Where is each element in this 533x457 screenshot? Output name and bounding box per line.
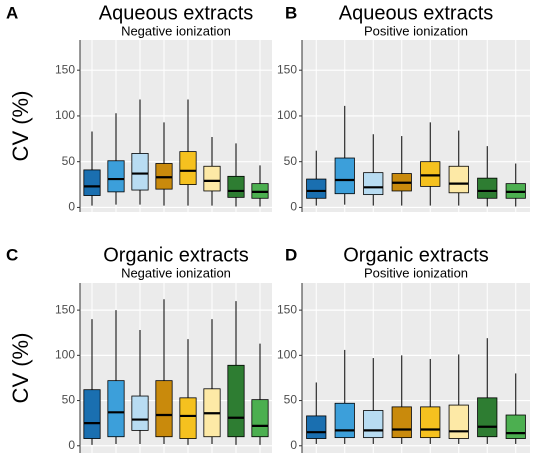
panel-letter: B	[285, 3, 297, 22]
y-tick-label: 100	[55, 348, 75, 362]
box	[477, 177, 498, 199]
y-tick-label: 0	[290, 200, 297, 214]
box	[306, 178, 327, 199]
box	[306, 415, 327, 439]
chart-subtitle: Negative ionization	[121, 265, 231, 280]
y-tick-label: 50	[62, 154, 76, 168]
box	[363, 172, 384, 196]
panel-letter: A	[6, 3, 18, 22]
panel-letter: D	[285, 245, 297, 264]
box	[420, 406, 441, 439]
y-axis-label: CV (%)	[8, 333, 33, 404]
y-tick-label: 0	[68, 200, 75, 214]
box	[448, 165, 469, 194]
box	[251, 399, 269, 438]
chart-subtitle: Positive ionization	[364, 265, 468, 280]
box	[334, 402, 355, 439]
box	[448, 404, 469, 439]
y-tick-label: 100	[277, 108, 297, 122]
box	[505, 414, 526, 439]
y-tick-label: 50	[62, 393, 76, 407]
box	[155, 380, 173, 438]
box	[334, 157, 355, 195]
y-tick-label: 150	[277, 302, 297, 316]
y-tick-label: 50	[284, 154, 298, 168]
box	[363, 410, 384, 439]
box	[107, 160, 125, 193]
box	[203, 165, 221, 192]
box	[131, 395, 149, 431]
chart-title: Organic extracts	[103, 244, 249, 266]
box	[131, 153, 149, 191]
box	[227, 364, 245, 438]
box	[107, 380, 125, 438]
box	[420, 161, 441, 187]
box	[179, 151, 197, 185]
chart-subtitle: Negative ionization	[121, 23, 231, 38]
chart-title: Organic extracts	[343, 244, 489, 266]
panel-letter: C	[6, 245, 18, 264]
y-tick-label: 100	[277, 348, 297, 362]
chart-title: Aqueous extracts	[99, 2, 254, 24]
y-tick-label: 150	[55, 62, 75, 76]
y-tick-label: 150	[55, 302, 75, 316]
y-tick-label: 50	[284, 393, 298, 407]
y-tick-label: 0	[290, 438, 297, 452]
chart-subtitle: Positive ionization	[364, 23, 468, 38]
box	[477, 397, 498, 438]
y-tick-label: 0	[68, 438, 75, 452]
box	[179, 397, 197, 439]
y-tick-label: 100	[55, 108, 75, 122]
box	[391, 406, 412, 439]
y-tick-label: 150	[277, 62, 297, 76]
box	[227, 175, 245, 198]
y-axis-label: CV (%)	[8, 91, 33, 162]
box	[83, 389, 101, 439]
box	[83, 169, 101, 196]
chart-title: Aqueous extracts	[339, 2, 494, 24]
